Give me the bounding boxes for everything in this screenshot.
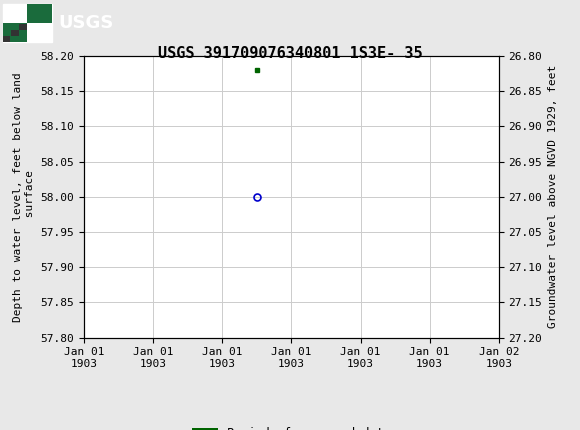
Bar xyxy=(11,30,19,36)
Y-axis label: Depth to water level, feet below land
 surface: Depth to water level, feet below land su… xyxy=(13,72,35,322)
Legend: Period of approved data: Period of approved data xyxy=(187,422,396,430)
Bar xyxy=(3,22,27,42)
Bar xyxy=(3,36,10,42)
Text: USGS 391709076340801 1S3E- 35: USGS 391709076340801 1S3E- 35 xyxy=(158,46,422,61)
Y-axis label: Groundwater level above NGVD 1929, feet: Groundwater level above NGVD 1929, feet xyxy=(548,65,558,329)
Bar xyxy=(19,24,27,30)
Bar xyxy=(27,3,52,22)
Text: USGS: USGS xyxy=(58,14,113,31)
Bar xyxy=(3,3,52,42)
